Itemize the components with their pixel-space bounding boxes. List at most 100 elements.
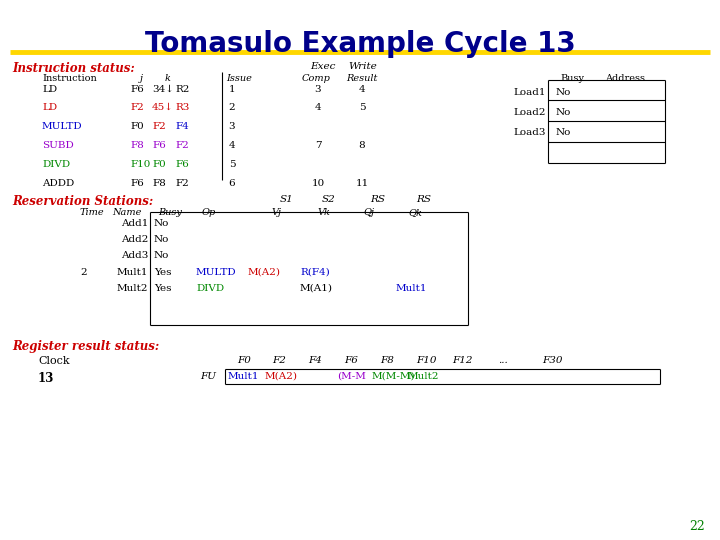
Text: Qk: Qk xyxy=(408,208,422,217)
Text: 5: 5 xyxy=(229,160,235,169)
Text: F0: F0 xyxy=(130,122,144,131)
Text: No: No xyxy=(154,235,169,244)
Text: 8: 8 xyxy=(359,141,365,150)
Text: 2: 2 xyxy=(229,103,235,112)
Text: RS: RS xyxy=(370,195,385,204)
Text: 2: 2 xyxy=(80,268,86,277)
Text: F30: F30 xyxy=(542,356,562,365)
Text: Address: Address xyxy=(605,74,645,83)
Text: F10: F10 xyxy=(416,356,436,365)
Text: F2: F2 xyxy=(175,179,189,188)
Text: FU: FU xyxy=(200,372,216,381)
Text: Time: Time xyxy=(80,208,104,217)
Text: Vk: Vk xyxy=(317,208,330,217)
Text: F6: F6 xyxy=(344,356,358,365)
Text: Vj: Vj xyxy=(272,208,282,217)
Text: S2: S2 xyxy=(322,195,336,204)
Text: DIVD: DIVD xyxy=(196,284,224,293)
Text: Exec: Exec xyxy=(310,62,336,71)
Text: Add2: Add2 xyxy=(121,235,148,244)
Text: LD: LD xyxy=(42,103,57,112)
Text: S1: S1 xyxy=(280,195,294,204)
Text: Busy: Busy xyxy=(560,74,584,83)
Text: F8: F8 xyxy=(130,141,144,150)
Text: Load3: Load3 xyxy=(513,128,546,137)
Text: Tomasulo Example Cycle 13: Tomasulo Example Cycle 13 xyxy=(145,30,575,58)
Text: M(A2): M(A2) xyxy=(265,372,298,381)
Text: Instruction: Instruction xyxy=(42,74,96,83)
Text: DIVD: DIVD xyxy=(42,160,70,169)
Text: F0: F0 xyxy=(152,160,166,169)
Text: Yes: Yes xyxy=(154,284,171,293)
Text: 4: 4 xyxy=(229,141,235,150)
Text: Register result status:: Register result status: xyxy=(12,340,159,353)
Text: 1: 1 xyxy=(229,85,235,94)
Text: 13: 13 xyxy=(38,372,55,385)
Text: j: j xyxy=(140,74,143,83)
Text: Load2: Load2 xyxy=(513,108,546,117)
Text: F6: F6 xyxy=(152,141,166,150)
Text: No: No xyxy=(154,219,169,228)
Text: F12: F12 xyxy=(452,356,472,365)
Text: R3: R3 xyxy=(175,103,189,112)
Text: Comp: Comp xyxy=(302,74,331,83)
Text: Mult1: Mult1 xyxy=(228,372,259,381)
Text: Instruction status:: Instruction status: xyxy=(12,62,135,75)
Text: 45↓: 45↓ xyxy=(152,103,174,112)
Text: F2: F2 xyxy=(130,103,144,112)
Text: 34↓: 34↓ xyxy=(152,85,174,94)
Text: SUBD: SUBD xyxy=(42,141,73,150)
Text: ...: ... xyxy=(498,356,508,365)
Text: Op: Op xyxy=(202,208,216,217)
Text: (M-M: (M-M xyxy=(337,372,366,381)
Text: F6: F6 xyxy=(130,179,144,188)
Text: Load1: Load1 xyxy=(513,88,546,97)
Text: F10: F10 xyxy=(130,160,150,169)
Text: F6: F6 xyxy=(130,85,144,94)
Text: MULTD: MULTD xyxy=(42,122,83,131)
Text: F2: F2 xyxy=(152,122,166,131)
Text: M(A1): M(A1) xyxy=(300,284,333,293)
Text: 6: 6 xyxy=(229,179,235,188)
Text: F0: F0 xyxy=(237,356,251,365)
Text: Mult2: Mult2 xyxy=(117,284,148,293)
Text: Reservation Stations:: Reservation Stations: xyxy=(12,195,153,208)
Text: Mult1: Mult1 xyxy=(396,284,428,293)
Text: F6: F6 xyxy=(175,160,189,169)
Text: Add1: Add1 xyxy=(121,219,148,228)
Text: Issue: Issue xyxy=(226,74,252,83)
Text: No: No xyxy=(556,88,572,97)
Text: F4: F4 xyxy=(175,122,189,131)
Text: No: No xyxy=(556,108,572,117)
Text: 22: 22 xyxy=(689,520,705,533)
Text: LD: LD xyxy=(42,85,57,94)
Text: Write: Write xyxy=(348,62,377,71)
Text: Mult2: Mult2 xyxy=(408,372,439,381)
Text: F8: F8 xyxy=(380,356,394,365)
Text: Busy: Busy xyxy=(158,208,182,217)
Text: 10: 10 xyxy=(311,179,325,188)
Text: F2: F2 xyxy=(272,356,286,365)
Text: F8: F8 xyxy=(152,179,166,188)
Text: R(F4): R(F4) xyxy=(300,268,330,277)
Text: No: No xyxy=(154,251,169,260)
Text: R2: R2 xyxy=(175,85,189,94)
Text: 7: 7 xyxy=(315,141,321,150)
Text: Mult1: Mult1 xyxy=(117,268,148,277)
Text: RS: RS xyxy=(416,195,431,204)
Text: ADDD: ADDD xyxy=(42,179,74,188)
Text: Add3: Add3 xyxy=(121,251,148,260)
Text: MULTD: MULTD xyxy=(196,268,237,277)
Text: Yes: Yes xyxy=(154,268,171,277)
Text: 4: 4 xyxy=(315,103,321,112)
Text: M(M-M): M(M-M) xyxy=(372,372,415,381)
Text: Result: Result xyxy=(346,74,377,83)
Text: Name: Name xyxy=(112,208,141,217)
Text: 5: 5 xyxy=(359,103,365,112)
Text: M(A2): M(A2) xyxy=(248,268,281,277)
Text: F2: F2 xyxy=(175,141,189,150)
Text: Clock: Clock xyxy=(38,356,70,366)
Text: No: No xyxy=(556,128,572,137)
Text: 3: 3 xyxy=(229,122,235,131)
Text: 4: 4 xyxy=(359,85,365,94)
